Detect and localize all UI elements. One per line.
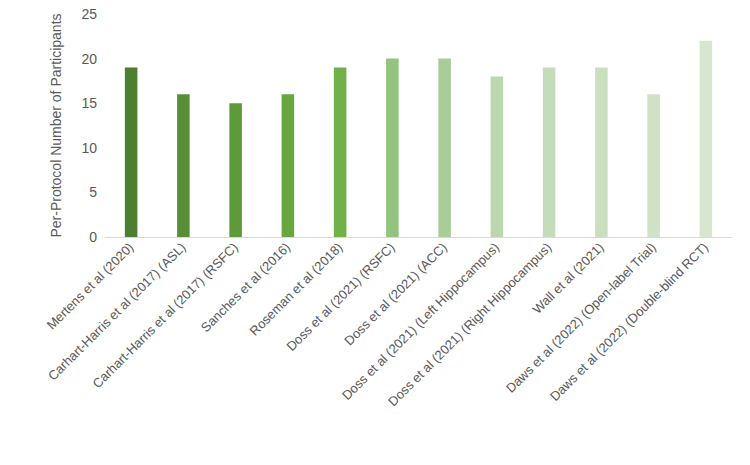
- svg-text:Daws et al (2022) (Open-label: Daws et al (2022) (Open-label Trial): [502, 239, 659, 396]
- svg-text:5: 5: [89, 184, 97, 200]
- svg-text:Carhart-Harris et al (2017) (A: Carhart-Harris et al (2017) (ASL): [44, 239, 189, 384]
- svg-text:Doss et al (2021) (Right Hippo: Doss et al (2021) (Right Hippocampus): [385, 240, 554, 409]
- svg-text:Daws et al (2022) (Double-blin: Daws et al (2022) (Double-blind RCT): [547, 240, 711, 404]
- svg-text:15: 15: [81, 95, 97, 111]
- svg-text:Doss et al (2021) (RSFC): Doss et al (2021) (RSFC): [283, 240, 397, 354]
- svg-text:Wall et al (2021): Wall et al (2021): [529, 239, 607, 317]
- svg-text:Mertens et al (2020): Mertens et al (2020): [44, 240, 137, 333]
- svg-text:0: 0: [89, 229, 97, 245]
- svg-text:25: 25: [81, 6, 97, 22]
- svg-text:Sanches et al (2016): Sanches et al (2016): [198, 240, 293, 335]
- svg-text:Per-Protocol Number of Partici: Per-Protocol Number of Participants: [48, 13, 64, 237]
- svg-text:Doss et al (2021) (ACC): Doss et al (2021) (ACC): [341, 240, 450, 349]
- svg-text:Carhart-Harris et al (2017) (R: Carhart-Harris et al (2017) (RSFC): [89, 239, 241, 392]
- svg-text:Doss et al (2021) (Left Hippoc: Doss et al (2021) (Left Hippocampus): [339, 239, 503, 403]
- svg-text:20: 20: [81, 51, 97, 67]
- svg-text:Roseman et al (2018): Roseman et al (2018): [247, 240, 346, 339]
- svg-text:10: 10: [81, 140, 97, 156]
